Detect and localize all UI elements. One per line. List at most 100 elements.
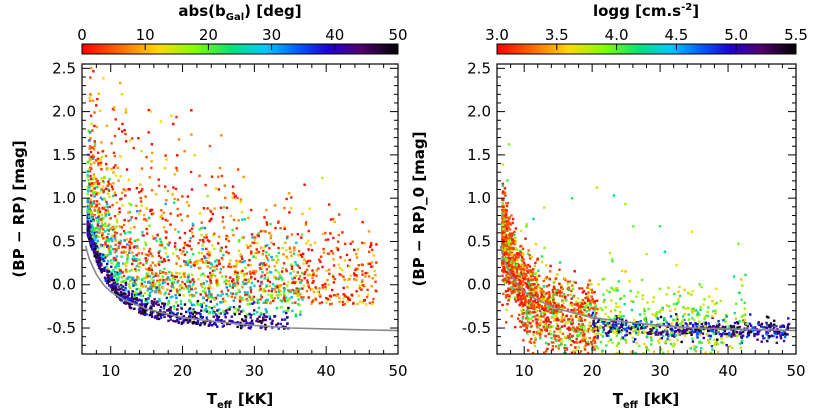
data-point: [175, 271, 178, 275]
data-point: [107, 180, 110, 183]
data-point: [307, 229, 310, 233]
data-point: [544, 318, 547, 321]
data-point: [231, 278, 235, 281]
data-point: [219, 249, 222, 253]
data-point: [294, 274, 298, 278]
data-point: [667, 335, 670, 338]
data-point: [105, 262, 109, 266]
data-point: [507, 217, 511, 221]
data-point: [253, 241, 256, 245]
data-point: [511, 241, 515, 244]
data-point: [201, 244, 204, 247]
data-point: [159, 120, 163, 123]
data-point: [143, 276, 146, 280]
data-point: [306, 259, 310, 263]
data-point: [206, 256, 210, 260]
data-point: [503, 277, 506, 281]
data-point: [220, 246, 223, 249]
data-point: [159, 216, 162, 219]
data-point: [740, 278, 743, 281]
data-point: [312, 272, 315, 275]
data-point: [239, 321, 242, 324]
data-point: [529, 290, 533, 294]
data-point: [577, 346, 580, 349]
data-point: [509, 257, 512, 260]
data-point: [191, 309, 194, 313]
data-point: [783, 332, 787, 336]
data-point: [560, 325, 564, 328]
data-point: [133, 239, 137, 243]
data-point: [753, 333, 756, 336]
data-point: [249, 302, 252, 306]
data-point: [578, 334, 581, 338]
data-point: [661, 308, 664, 311]
data-point: [300, 279, 303, 282]
data-point: [638, 327, 641, 330]
data-point: [302, 262, 305, 265]
data-point: [628, 331, 632, 335]
data-point: [124, 111, 128, 114]
data-point: [341, 231, 344, 234]
data-point: [88, 224, 92, 228]
data-point: [740, 284, 744, 287]
data-point: [507, 287, 510, 290]
data-point: [748, 322, 752, 326]
data-point: [155, 239, 158, 243]
data-point: [244, 293, 247, 297]
data-point: [163, 167, 167, 170]
data-point: [507, 299, 510, 302]
data-point: [656, 317, 660, 320]
data-point: [150, 315, 154, 318]
data-point: [617, 342, 620, 346]
data-point: [535, 305, 539, 309]
data-point: [370, 265, 373, 268]
data-point: [270, 289, 274, 293]
data-point: [268, 247, 271, 250]
data-point: [540, 331, 543, 334]
data-point: [129, 242, 133, 245]
data-point: [586, 340, 590, 344]
data-point: [128, 210, 131, 214]
data-point: [578, 317, 582, 321]
data-point: [779, 325, 782, 329]
data-point: [519, 295, 522, 298]
data-point: [554, 311, 557, 314]
data-point: [590, 313, 594, 317]
data-point: [176, 214, 180, 217]
data-point: [139, 196, 142, 200]
data-point: [260, 265, 264, 269]
data-point: [699, 327, 703, 331]
data-point: [104, 254, 107, 257]
data-point: [528, 287, 531, 290]
data-point: [299, 310, 302, 313]
data-point: [284, 241, 287, 245]
data-point: [88, 157, 92, 160]
data-point: [237, 307, 240, 310]
data-point: [560, 307, 564, 310]
data-point: [257, 301, 260, 304]
data-point: [324, 282, 327, 286]
data-point: [367, 250, 371, 254]
data-point: [572, 341, 576, 344]
data-point: [297, 298, 300, 301]
data-point: [190, 188, 194, 191]
data-point: [262, 290, 265, 293]
data-point: [554, 277, 558, 280]
data-point: [556, 317, 559, 320]
data-point: [244, 278, 248, 282]
data-point: [698, 329, 701, 332]
data-point: [743, 318, 747, 322]
right-panel: logg [cm.s-2] 3.0 3.5 4.0 4.5 5.0 5.5 10 20 30 4…: [410, 2, 808, 411]
data-point: [635, 342, 638, 345]
data-point: [236, 168, 240, 171]
data-point: [245, 298, 248, 301]
data-point: [249, 208, 253, 212]
data-point: [94, 177, 98, 181]
data-point: [616, 289, 619, 292]
data-point: [521, 259, 524, 263]
data-point: [533, 300, 537, 303]
data-point: [374, 273, 377, 277]
data-point: [236, 271, 239, 274]
data-point: [612, 194, 616, 197]
data-point: [111, 203, 114, 207]
